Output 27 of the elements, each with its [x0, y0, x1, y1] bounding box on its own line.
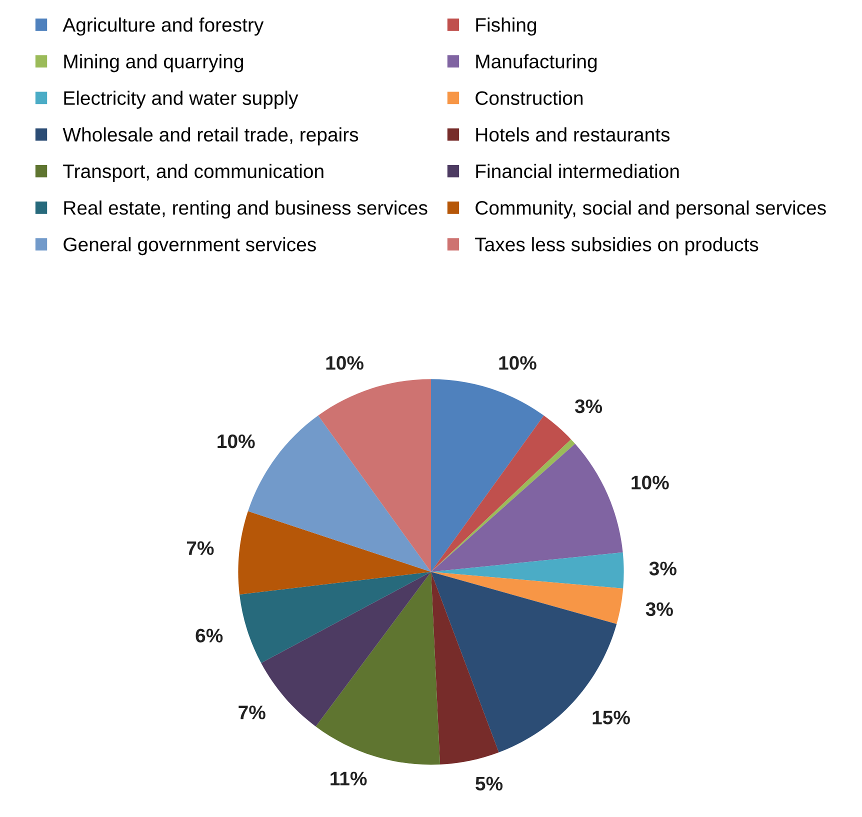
data-label: 5%	[476, 776, 503, 791]
legend-label: Transport, and communication	[63, 164, 324, 182]
legend-label: Fishing	[476, 18, 536, 36]
data-label: 3%	[649, 562, 676, 576]
legend-label: General government services	[64, 237, 316, 256]
legend-label: Hotels and restaurants	[476, 127, 670, 142]
data-label: 7%	[186, 541, 214, 555]
legend-label: Financial intermediation	[476, 164, 679, 178]
legend-label: Electricity and water supply	[64, 90, 298, 109]
data-label: 7%	[238, 706, 266, 720]
data-label: 6%	[196, 628, 223, 642]
legend-label: Community, social and personal services	[476, 200, 826, 219]
legend-label: Wholesale and retail trade, repairs	[62, 127, 358, 146]
legend-label: Mining and quarrying	[64, 54, 243, 72]
data-label: 3%	[646, 602, 673, 616]
data-label: 3%	[574, 399, 602, 414]
legend-label: Manufacturing	[476, 54, 597, 72]
data-label: 15%	[592, 710, 630, 724]
data-label: 10%	[632, 476, 669, 490]
legend-label: Agriculture and forestry	[62, 18, 264, 36]
data-label: 10%	[218, 434, 255, 448]
data-label: 10%	[499, 356, 536, 370]
data-label: 10%	[326, 356, 364, 370]
data-label: 11%	[330, 772, 367, 786]
legend-label: Construction	[476, 90, 583, 105]
legend-label: Taxes less subsidies on products	[475, 237, 758, 256]
legend-label: Real estate, renting and business services	[64, 200, 428, 219]
